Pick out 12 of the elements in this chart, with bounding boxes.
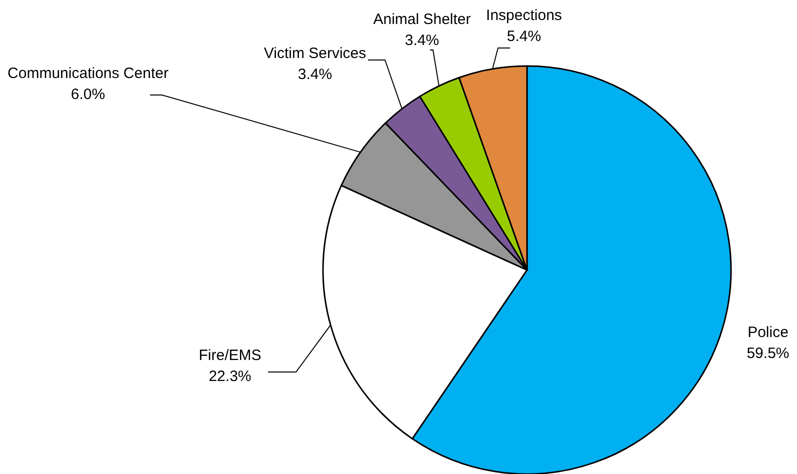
data-label: 22.3%	[208, 368, 252, 385]
slice-label: Inspections	[486, 7, 562, 24]
slice-label: Communications Center	[8, 65, 168, 82]
slice-label: Animal Shelter	[373, 11, 471, 28]
data-label: 6.0%	[70, 86, 106, 103]
data-label: 3.4%	[298, 66, 332, 83]
slice-label: Fire/EMS	[198, 347, 262, 364]
data-label: 5.4%	[506, 28, 542, 45]
data-label: 3.4%	[404, 32, 440, 49]
slice-label: Police	[748, 324, 788, 341]
slice-label: Victim Services	[264, 45, 366, 62]
data-label: 59.5%	[746, 345, 790, 362]
